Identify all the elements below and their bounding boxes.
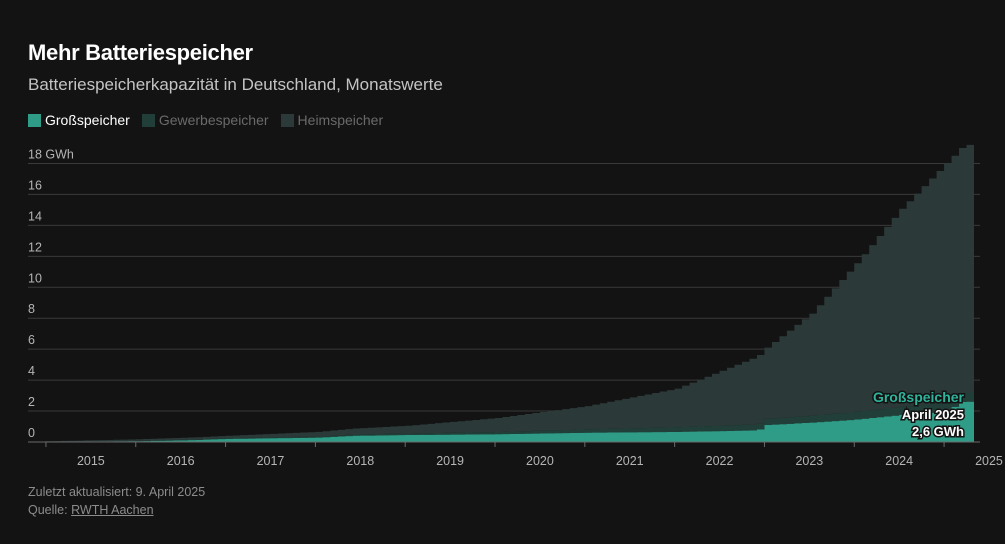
x-tick-label: 2017 <box>257 454 285 468</box>
chart-title: Mehr Batteriespeicher <box>28 40 253 65</box>
x-tick-label: 2021 <box>616 454 644 468</box>
area-layer <box>45 144 975 442</box>
annotation-series: Großspeicher <box>873 389 965 405</box>
legend-item-grossspeicher[interactable]: Großspeicher <box>28 112 130 128</box>
x-tick-label: 2022 <box>706 454 734 468</box>
x-tick-label: 2020 <box>526 454 554 468</box>
area-heimspeicher <box>45 144 975 442</box>
y-tick-label: 0 <box>28 426 35 440</box>
legend-item-gewerbespeicher[interactable]: Gewerbespeicher <box>141 112 269 128</box>
legend-swatch-heimspeicher <box>280 113 294 127</box>
area-grossspeicher <box>45 401 975 442</box>
x-tick-label: 2023 <box>795 454 823 468</box>
y-tick-label: 18 GWh <box>28 147 74 161</box>
area-gewerbespeicher <box>45 392 975 442</box>
annotation-value: 2,6 GWh <box>912 424 964 439</box>
y-tick-label: 6 <box>28 333 35 347</box>
y-tick-label: 14 <box>28 209 42 223</box>
y-tick-label: 8 <box>28 302 35 316</box>
x-tick-label: 2025 <box>975 454 1003 468</box>
y-tick-label: 2 <box>28 395 35 409</box>
annotation-layer: Großspeicher April 2025 2,6 GWh <box>871 387 966 440</box>
x-tick-label: 2015 <box>77 454 105 468</box>
chart-subtitle: Batteriespeicherkapazität in Deutschland… <box>28 75 443 94</box>
chart-legend: Großspeicher Gewerbespeicher Heimspeiche… <box>28 112 383 128</box>
axis-layer: 0 2 4 6 8 10 12 14 16 18 GWh 2015 2016 2017 2018 2019 2… <box>28 147 1003 468</box>
x-tick-label: 2019 <box>436 454 464 468</box>
annotation-date: April 2025 <box>902 407 964 422</box>
chart-footer: Zuletzt aktualisiert: 9. April 2025 Quel… <box>28 483 205 519</box>
y-tick-label: 4 <box>28 364 35 378</box>
legend-label-grossspeicher: Großspeicher <box>45 112 130 128</box>
source-prefix: Quelle: <box>28 503 72 517</box>
x-tick-label: 2016 <box>167 454 195 468</box>
legend-swatch-gewerbespeicher <box>141 113 155 127</box>
y-tick-label: 10 <box>28 271 42 285</box>
y-tick-label: 12 <box>28 240 42 254</box>
source-note: Quelle: RWTH Aachen <box>28 501 205 519</box>
legend-item-heimspeicher[interactable]: Heimspeicher <box>280 112 384 128</box>
legend-swatch-grossspeicher <box>28 113 41 127</box>
x-tick-label: 2018 <box>346 454 374 468</box>
x-tick-label: 2024 <box>885 454 913 468</box>
updated-note: Zuletzt aktualisiert: 9. April 2025 <box>28 485 206 499</box>
y-tick-label: 16 <box>28 178 42 192</box>
legend-label-gewerbespeicher: Gewerbespeicher <box>158 112 269 128</box>
source-link[interactable]: RWTH Aachen <box>71 503 154 517</box>
legend-label-heimspeicher: Heimspeicher <box>297 112 384 128</box>
